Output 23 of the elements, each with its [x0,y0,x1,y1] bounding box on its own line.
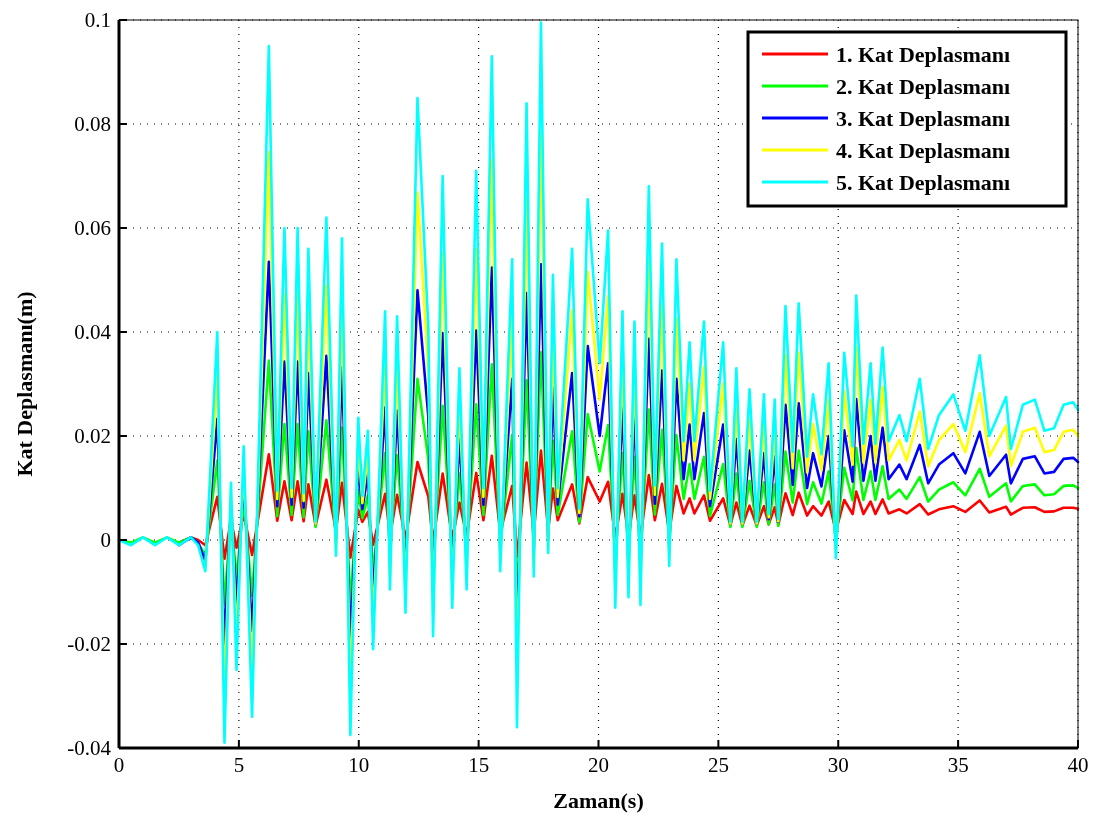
y-axis-title: Kat Deplasmanı(m) [12,291,37,477]
x-tick-label: 15 [468,753,490,777]
x-tick-label: 5 [233,753,245,777]
legend-label: 3. Kat Deplasmanı [836,105,1011,131]
x-tick-label: 40 [1067,753,1089,777]
y-tick-label: 0 [100,528,111,553]
x-tick-label: 25 [707,753,729,777]
x-tick-label: 10 [348,753,370,777]
y-tick-label: -0.04 [67,736,112,761]
x-tick-label: 35 [947,753,969,777]
x-tick-label: 20 [588,753,609,777]
legend-label: 5. Kat Deplasmanı [836,169,1011,195]
y-tick-label: 0.1 [84,8,111,33]
legend-label: 1. Kat Deplasmanı [836,41,1011,67]
legend-label: 2. Kat Deplasmanı [836,73,1011,99]
x-axis-title: Zaman(s) [553,788,644,813]
y-tick-label: -0.02 [67,632,111,657]
y-tick-label: 0.06 [74,216,111,241]
y-tick-label: 0.02 [74,424,111,449]
y-tick-label: 0.08 [74,112,111,137]
legend-label: 4. Kat Deplasmanı [836,137,1011,163]
x-tick-label: 30 [827,753,849,777]
y-tick-label: 0.04 [74,320,112,345]
